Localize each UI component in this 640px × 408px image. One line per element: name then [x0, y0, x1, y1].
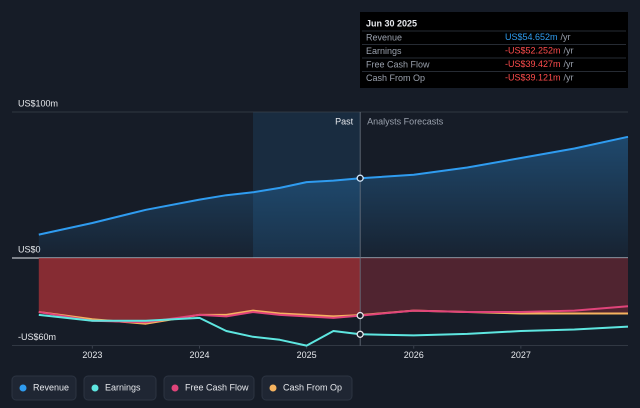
cursor-marker [356, 174, 364, 182]
cursor-marker [356, 311, 364, 320]
x-tick-label: 2024 [189, 350, 209, 360]
legend-item[interactable]: Free Cash Flow [163, 375, 255, 401]
x-tick-label: 2023 [82, 350, 102, 360]
legend-label: Cash From Op [283, 382, 342, 392]
legend-swatch [269, 384, 277, 392]
legend-swatch [91, 384, 99, 392]
tooltip-value: -US$39.427m/yr [505, 59, 574, 69]
tooltip-box [360, 12, 628, 88]
tooltip: Jun 30 2025 Revenue US$54.652m/yr Earnings -… [360, 12, 628, 88]
y-tick-label: US$0 [18, 244, 41, 254]
tooltip-unit: /yr [561, 32, 571, 42]
series-line [38, 313, 629, 347]
tooltip-value-label: -US$39.427m [505, 59, 561, 69]
y-tick-label: US$100m [18, 98, 58, 108]
legend-label: Earnings [105, 382, 141, 392]
legend[interactable]: Revenue Earnings Free Cash Flow Cash From O… [11, 375, 353, 401]
legend-label: Free Cash Flow [185, 382, 249, 392]
legend-item[interactable]: Earnings [83, 375, 157, 401]
revenue-area [38, 136, 629, 258]
legend-button [83, 375, 157, 401]
tooltip-value: -US$39.121m/yr [505, 73, 574, 83]
tooltip-name: Free Cash Flow [366, 59, 430, 69]
series-line [38, 135, 629, 236]
tooltip-value: -US$52.252m/yr [505, 46, 574, 56]
tooltip-value-label: -US$39.121m [505, 73, 561, 83]
tooltip-unit: /yr [564, 46, 574, 56]
legend-button [163, 375, 255, 401]
legend-swatch [19, 384, 27, 392]
legend-swatch [171, 384, 179, 392]
y-tick-label: -US$60m [18, 332, 56, 342]
loss-area-past [38, 258, 361, 324]
tooltip-value-label: -US$52.252m [505, 46, 561, 56]
tooltip-name: Cash From Op [366, 73, 425, 83]
tooltip-value-label: US$54.652m [505, 32, 558, 42]
legend-button [261, 375, 353, 401]
tooltip-title: Jun 30 2025 [366, 18, 417, 28]
plot-area: US$100m US$0 -US$60m 2023 2024 2025 2026 2027 Pa… [12, 98, 629, 360]
x-tick-label: 2025 [297, 350, 317, 360]
forecast-label: Analysts Forecasts [367, 116, 444, 126]
loss-area-forecast [360, 258, 628, 316]
legend-item[interactable]: Revenue [11, 375, 77, 401]
legend-item[interactable]: Cash From Op [261, 375, 353, 401]
tooltip-name: Revenue [366, 32, 402, 42]
tooltip-unit: /yr [564, 59, 574, 69]
tooltip-name: Earnings [366, 46, 402, 56]
x-tick-label: 2026 [404, 350, 424, 360]
cursor-marker [356, 330, 364, 338]
tooltip-unit: /yr [564, 73, 574, 83]
tooltip-value: US$54.652m/yr [505, 32, 571, 42]
past-label: Past [335, 116, 354, 126]
legend-label: Revenue [33, 382, 69, 392]
x-tick-label: 2027 [511, 350, 531, 360]
legend-button [11, 375, 77, 401]
